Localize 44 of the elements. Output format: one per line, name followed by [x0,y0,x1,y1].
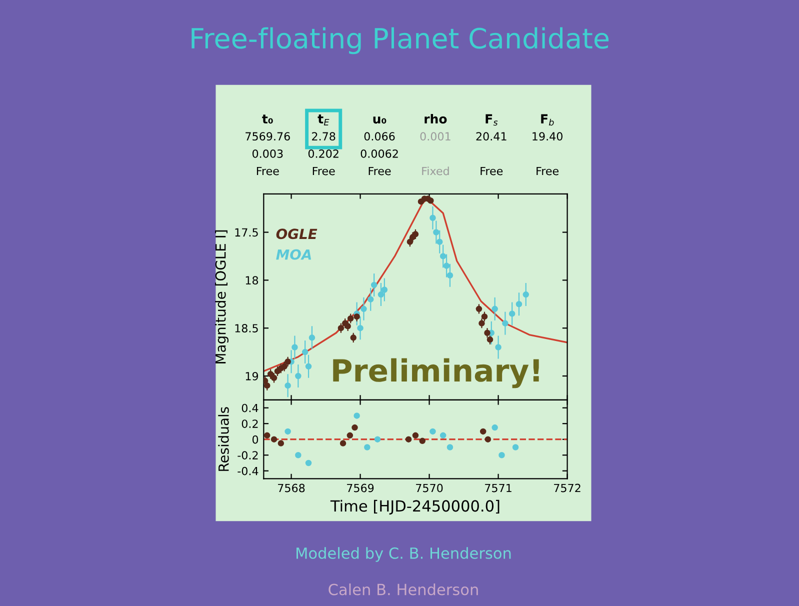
text: Free-floating Planet Candidate [192,27,609,54]
text: MOA [276,249,312,260]
text: Free [312,166,335,176]
y-tick-label: -0.4 [238,466,258,476]
category-label: rho [424,114,447,124]
text: 0.202 [308,149,338,158]
text: Fixed [422,166,449,176]
y-axis-title: Residuals [218,407,229,471]
y-tick-label: 0 [252,435,258,444]
y-tick-label: 0.2 [242,420,258,428]
text: 0.066 [364,132,395,141]
text: Free [368,166,391,176]
x-tick-label: 7569 [347,484,374,492]
x-tick-label: 7570 [416,484,443,492]
y-tick-label: 19 [246,372,258,380]
y-tick-label: 0.4 [242,404,258,412]
category-label: F$_{b}$ [541,114,554,126]
annotation: Preliminary! [333,358,539,388]
text: 0.0062 [360,149,398,158]
y-tick-label: 17.5 [235,228,258,237]
text: 0.003 [252,149,283,158]
text: Free [256,166,279,176]
y-tick-label: 18.5 [235,324,258,332]
category-label: u₀ [373,116,386,124]
text: Free [480,166,503,176]
text: OGLE [276,228,318,240]
x-tick-label: 7571 [485,484,512,492]
text: Free [536,166,559,176]
category-label: t$_{E}$ [318,114,330,126]
text: 7569.76 [246,132,290,141]
text: 20.41 [476,132,506,141]
y-tick-label: 18 [246,276,258,285]
x-tick-label: 7572 [554,484,580,492]
text: Calen B. Henderson [328,583,478,596]
category-label: t₀ [262,114,273,124]
text: 0.001 [420,132,450,141]
text: 2.78 [312,132,336,141]
text: 19.40 [532,132,562,141]
x-tick-label: 7568 [278,484,305,492]
x-axis-title: Time [HJD-2450000.0] [330,500,500,515]
text: Modeled by C. B. Henderson [296,547,511,562]
category-label: F$_{s}$ [486,114,498,126]
y-tick-label: -0.2 [238,451,258,460]
y-axis-title: Magnitude [OGLE I] [215,230,229,364]
